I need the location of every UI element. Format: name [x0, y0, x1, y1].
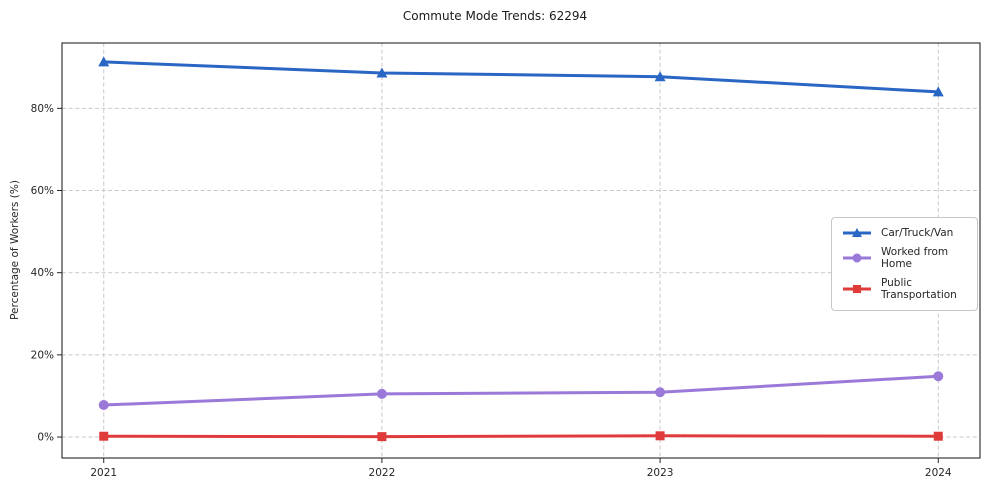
- legend-item-car-truck-van: Car/Truck/Van: [842, 227, 967, 239]
- x-tick-label: 2021: [90, 467, 117, 479]
- axes-frame: [61, 42, 981, 459]
- legend-item-public-transportation: Public Transportation: [842, 277, 967, 301]
- legend-item-worked-from-home: Worked from Home: [842, 246, 967, 270]
- chart-title: Commute Mode Trends: 62294: [402, 9, 588, 23]
- square-marker: [852, 284, 862, 294]
- circle-marker: [376, 388, 387, 399]
- legend-label: Public Transportation: [881, 277, 957, 301]
- circle-line-marker-icon: [842, 252, 872, 264]
- triangle-marker: [98, 56, 110, 67]
- legend-label: Car/Truck/Van: [881, 227, 954, 239]
- triangle-line-marker-icon: [842, 227, 872, 239]
- triangle-marker: [852, 228, 862, 238]
- y-tick-label: 20%: [31, 349, 54, 361]
- y-tick-label: 40%: [31, 267, 54, 279]
- series-line: [102, 60, 940, 94]
- circle-marker: [933, 371, 944, 382]
- x-tick-label: 2024: [925, 467, 952, 479]
- triangle-marker: [376, 67, 388, 78]
- series-line: [102, 374, 940, 407]
- square-marker: [99, 431, 109, 441]
- legend: Car/Truck/Van Worked from Home Public Tr…: [831, 217, 978, 311]
- triangle-marker: [932, 86, 944, 97]
- circle-marker: [852, 253, 862, 263]
- y-tick-label: 80%: [31, 103, 54, 115]
- square-line-marker-icon: [842, 283, 872, 295]
- square-marker: [933, 431, 943, 441]
- series-line: [102, 434, 940, 439]
- square-marker: [377, 432, 387, 442]
- x-tick-label: 2022: [369, 467, 396, 479]
- circle-marker: [655, 387, 666, 398]
- triangle-marker: [654, 71, 666, 82]
- y-tick-label: 60%: [31, 185, 54, 197]
- square-marker: [655, 431, 665, 441]
- legend-label: Worked from Home: [881, 246, 949, 270]
- x-tick-label: 2023: [647, 467, 674, 479]
- y-tick-label: 0%: [37, 432, 54, 444]
- circle-marker: [98, 399, 109, 410]
